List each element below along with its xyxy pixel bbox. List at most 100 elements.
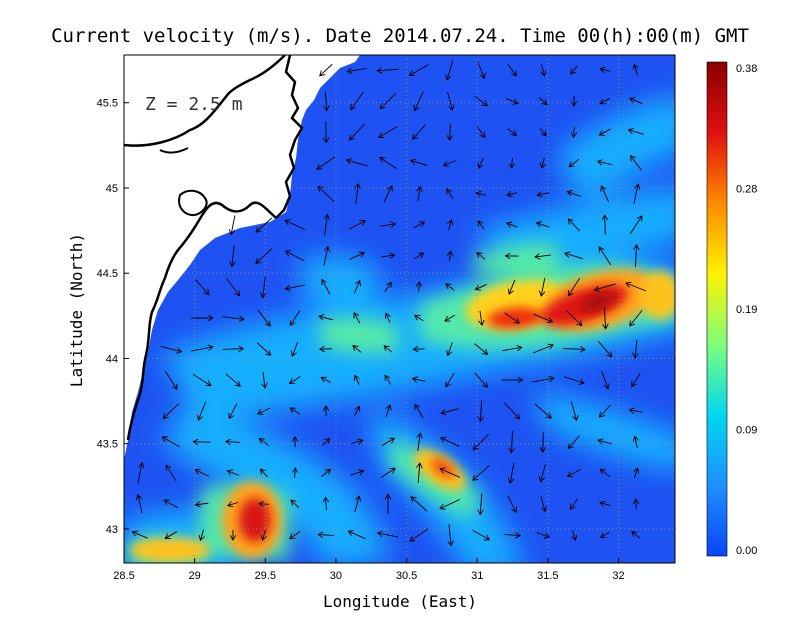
velocity-arrow — [381, 438, 395, 447]
velocity-arrow — [599, 404, 611, 417]
velocity-arrow — [440, 498, 461, 508]
velocity-arrow — [200, 529, 203, 541]
velocity-arrow — [536, 532, 549, 538]
velocity-arrow — [326, 497, 327, 511]
velocity-arrow — [165, 531, 178, 539]
velocity-arrow — [263, 276, 266, 297]
velocity-arrow — [569, 158, 580, 166]
velocity-arrow — [626, 283, 647, 292]
velocity-arrow — [445, 314, 456, 321]
velocity-arrow — [633, 184, 638, 204]
velocity-arrow — [449, 524, 451, 545]
velocity-arrow — [605, 215, 606, 235]
velocity-arrow — [290, 376, 301, 383]
velocity-arrow — [631, 156, 642, 171]
colorbar-tick-label: 0.00 — [736, 545, 757, 557]
velocity-arrow — [226, 442, 241, 443]
velocity-arrow — [222, 349, 244, 350]
velocity-arrow — [535, 255, 551, 257]
velocity-arrow — [381, 255, 395, 257]
velocity-arrow — [256, 342, 270, 355]
velocity-arrow — [256, 248, 273, 264]
velocity-arrow — [295, 468, 296, 479]
velocity-arrow — [504, 402, 519, 419]
velocity-arrow — [191, 347, 213, 352]
velocity-arrow — [510, 462, 515, 483]
velocity-arrow — [291, 500, 300, 509]
velocity-arrow — [503, 534, 520, 535]
velocity-arrow — [263, 372, 265, 388]
velocity-arrow — [600, 69, 610, 72]
velocity-arrow — [418, 463, 420, 483]
velocity-arrow — [475, 284, 487, 289]
velocity-arrow — [292, 341, 299, 356]
velocity-arrow — [320, 349, 333, 350]
velocity-arrow — [567, 192, 581, 197]
velocity-arrow — [380, 93, 397, 108]
velocity-arrow — [137, 463, 142, 484]
velocity-arrow — [411, 497, 428, 512]
map-title: Current velocity (m/s). Date 2014.07.24.… — [51, 25, 749, 47]
velocity-arrow — [568, 435, 580, 449]
latitude-ticks: 43 43.5 44 44.5 45 45.5 — [97, 98, 129, 536]
velocity-arrow — [476, 193, 487, 195]
coastline-south — [126, 201, 277, 441]
velocity-arrow — [568, 469, 581, 476]
velocity-arrow — [413, 222, 425, 229]
velocity-arrow — [477, 61, 485, 79]
velocity-arrow — [448, 342, 453, 356]
velocity-arrow — [286, 251, 305, 262]
velocity-arrow — [232, 245, 234, 267]
velocity-arrow — [317, 156, 336, 169]
velocity-arrow — [600, 98, 611, 103]
velocity-arrow — [635, 436, 637, 448]
velocity-arrow — [594, 283, 616, 290]
velocity-arrow — [507, 495, 517, 513]
colorbar-ticks: 0.38 0.28 0.19 0.09 0.00 — [736, 63, 757, 557]
y-tick-label: 45 — [106, 183, 118, 195]
velocity-arrow — [472, 529, 490, 540]
velocity-arrow — [505, 98, 518, 104]
velocity-arrow — [413, 124, 426, 140]
velocity-arrow — [419, 282, 420, 293]
velocity-arrow — [321, 377, 331, 383]
velocity-arrow — [256, 217, 273, 232]
velocity-arrow — [597, 340, 611, 357]
velocity-arrow — [574, 126, 575, 138]
velocity-arrow — [447, 189, 454, 200]
velocity-arrow — [629, 216, 642, 235]
colorbar-tick-label: 0.19 — [736, 304, 757, 316]
velocity-arrow — [349, 123, 365, 140]
velocity-arrow — [538, 97, 547, 104]
velocity-arrow — [440, 469, 461, 478]
velocity-arrow — [377, 69, 399, 71]
velocity-arrow — [480, 310, 482, 325]
lake-outline — [178, 189, 208, 217]
x-tick-label: 28.5 — [113, 570, 134, 582]
velocity-arrow — [449, 220, 452, 231]
velocity-arrow — [449, 251, 450, 262]
velocity-arrow — [285, 284, 305, 289]
velocity-arrow — [543, 431, 544, 452]
velocity-arrow — [347, 68, 367, 71]
velocity-arrow — [354, 406, 359, 416]
velocity-arrow — [320, 63, 333, 76]
velocity-arrow — [541, 64, 544, 76]
velocity-arrow — [353, 346, 362, 353]
velocity-arrow — [570, 498, 578, 509]
velocity-arrow — [541, 464, 546, 481]
x-tick-label: 29 — [189, 570, 201, 582]
land-mass — [124, 55, 360, 460]
velocity-arrow — [383, 186, 392, 203]
velocity-arrow — [259, 504, 270, 505]
velocity-arrow — [509, 279, 516, 294]
velocity-arrow — [285, 220, 306, 231]
velocity-arrow — [225, 278, 239, 295]
velocity-arrow — [532, 378, 554, 383]
velocity-arrow — [380, 157, 397, 169]
velocity-arrow — [321, 469, 331, 478]
y-tick-label: 44.5 — [97, 268, 118, 280]
velocity-arrow — [322, 280, 331, 295]
velocity-field — [124, 55, 675, 563]
velocity-arrow — [164, 500, 179, 509]
